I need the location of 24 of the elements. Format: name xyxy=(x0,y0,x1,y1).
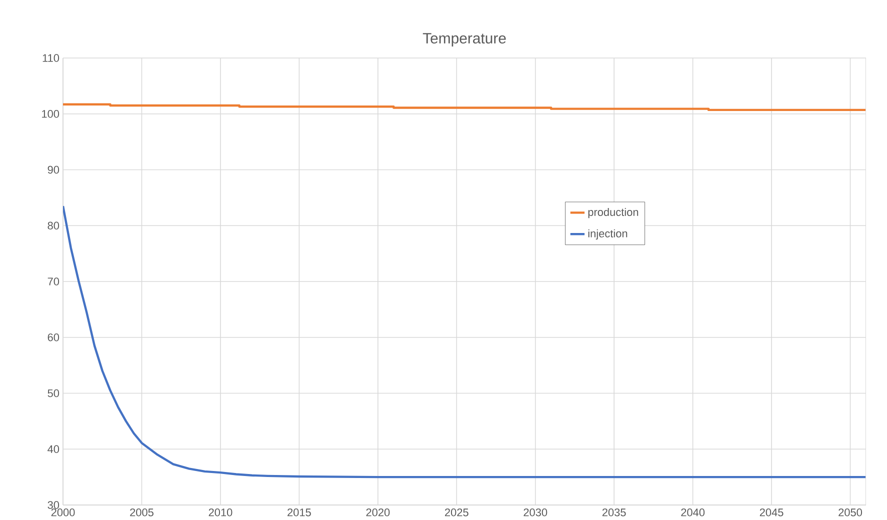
y-tick-label: 30 xyxy=(48,501,60,509)
x-tick-label: 2040 xyxy=(681,508,705,516)
x-tick-label: 2025 xyxy=(444,508,468,516)
x-tick-label: 2050 xyxy=(838,508,862,516)
x-tick-label: 2005 xyxy=(130,508,154,516)
y-tick-label: 80 xyxy=(48,222,60,230)
y-tick-label: 60 xyxy=(48,333,60,342)
x-tick-label: 2045 xyxy=(760,508,784,516)
line-series xyxy=(63,204,866,478)
x-tick-label: 2035 xyxy=(602,508,626,516)
legend-label: production xyxy=(588,208,638,218)
y-tick-label: 90 xyxy=(48,166,60,174)
x-tick-label: 2015 xyxy=(288,508,311,516)
y-tick-label: 100 xyxy=(42,110,60,118)
y-tick-label: 110 xyxy=(42,54,60,62)
chart-title: Temperature xyxy=(422,33,506,46)
y-tick-label: 40 xyxy=(48,445,60,453)
x-tick-label: 2000 xyxy=(51,508,75,516)
legend-label: injection xyxy=(588,229,628,240)
y-tick-label: 50 xyxy=(48,389,60,398)
x-tick-label: 2010 xyxy=(208,508,232,516)
x-tick-label: 2020 xyxy=(366,508,390,516)
y-tick-label: 70 xyxy=(48,278,60,286)
x-tick-label: 2030 xyxy=(524,508,548,516)
